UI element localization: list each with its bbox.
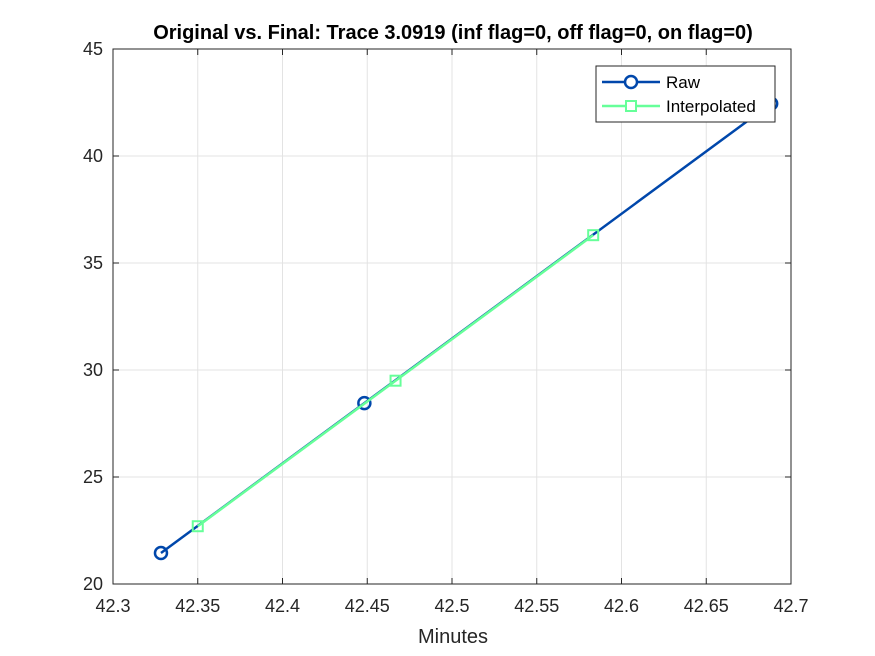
data-point-interpolated [389,374,402,387]
x-tick-label: 42.45 [345,596,390,616]
series-interpolated [191,229,600,533]
data-point-raw [357,395,372,411]
y-tick-label: 40 [83,146,103,166]
grid-lines [112,48,792,585]
axis-ticks: 42.3 42.35 42.4 42.45 42.5 42.55 42.6 42.65 42.7… [83,39,809,616]
x-tick-label: 42.6 [604,596,639,616]
x-axis-label: Minutes [418,626,488,648]
legend-label: Interpolated [666,97,756,116]
data-point-interpolated [587,229,600,242]
x-tick-label: 42.3 [95,596,130,616]
data-point-interpolated [191,520,204,533]
y-tick-label: 35 [83,253,103,273]
y-tick-label: 20 [83,574,103,594]
x-tick-label: 42.4 [265,596,300,616]
x-tick-label: 42.55 [514,596,559,616]
y-tick-label: 30 [83,360,103,380]
legend-item-raw: Raw [602,73,701,92]
legend-marker-square [625,100,637,112]
legend-item-interpolated: Interpolated [602,97,756,116]
legend-label: Raw [666,73,701,92]
legend-box [595,65,776,123]
series-layer [153,96,779,561]
legend: Raw Interpolated [595,65,776,123]
y-tick-label: 25 [83,467,103,487]
x-tick-label: 42.7 [773,596,808,616]
chart-title: Original vs. Final: Trace 3.0919 (inf fl… [153,22,753,44]
data-point-raw [153,545,169,561]
x-tick-label: 42.65 [684,596,729,616]
y-tick-label: 45 [83,39,103,59]
legend-marker-circle [623,74,639,90]
x-tick-label: 42.35 [175,596,220,616]
series-line-interpolated [197,234,594,528]
x-tick-label: 42.5 [434,596,469,616]
